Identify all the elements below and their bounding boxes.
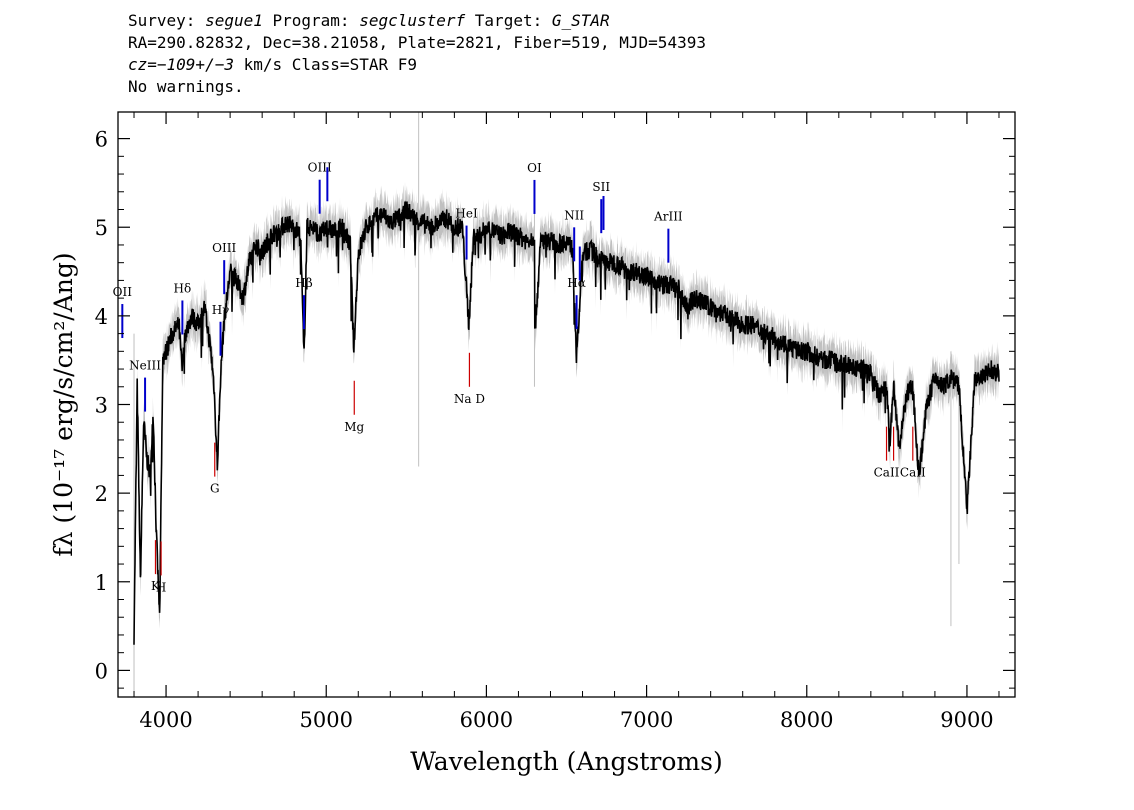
line-marker-label: Hδ (174, 281, 192, 295)
line-marker-label: Hγ (212, 303, 230, 317)
y-axis-title: fλ (10⁻¹⁷ erg/s/cm²/Ang) (49, 252, 78, 556)
spectrum-line (133, 200, 1000, 645)
x-tick-label: 4000 (139, 708, 192, 732)
line-marker-label: K (151, 579, 161, 593)
line-marker-label: SII (592, 180, 610, 194)
x-axis-title: Wavelength (Angstroms) (410, 747, 722, 776)
program-label: Program: (262, 11, 360, 30)
line-marker-label: ArIII (653, 210, 683, 224)
y-tick-label: 3 (95, 394, 108, 418)
line-markers: OII NeIII Hδ Hγ OIII Hβ OIII HeI OI NII Hα SII ArIII… (113, 161, 926, 595)
x-tick-label: 9000 (940, 708, 993, 732)
header-line-redshift: cz=−109+/−3 km/s Class=STAR F9 (128, 54, 706, 76)
line-marker-label: CaII (900, 466, 926, 480)
line-marker-label: Hβ (295, 276, 312, 290)
line-marker-label: H (156, 580, 166, 594)
program-value: segclusterf (359, 11, 466, 30)
y-tick-label: 2 (95, 482, 108, 506)
x-tick-label: 5000 (300, 708, 353, 732)
y-tick-label: 0 (95, 659, 108, 683)
header-line-coordinates: RA=290.82832, Dec=38.21058, Plate=2821, … (128, 33, 706, 52)
header-line-warnings: No warnings. (128, 77, 244, 96)
line-marker-label: HeI (455, 207, 478, 221)
line-marker-label: NII (564, 208, 584, 222)
line-marker-label: OIII (212, 241, 236, 255)
y-tick-label: 5 (95, 216, 108, 240)
class-value: km/s Class=STAR F9 (233, 55, 417, 74)
line-marker-label: OIII (308, 161, 332, 175)
spectrum-header: Survey: segue1 Program: segclusterf Targ… (128, 10, 706, 98)
y-tick-label: 4 (95, 305, 108, 329)
y-tick-label: 1 (95, 571, 108, 595)
line-marker-label: OII (113, 285, 133, 299)
line-marker-label: Na D (454, 392, 485, 406)
target-label: Target: (465, 11, 552, 30)
line-marker-label: Hα (567, 276, 586, 290)
spectrum-series (133, 200, 1000, 645)
header-line-survey: Survey: segue1 Program: segclusterf Targ… (128, 10, 706, 32)
line-marker-label: CaII (874, 466, 900, 480)
line-marker-label: NeIII (129, 359, 161, 373)
line-marker-label: OI (527, 161, 542, 175)
error-band (133, 112, 999, 697)
x-tick-label: 8000 (780, 708, 833, 732)
x-tick-label: 7000 (620, 708, 673, 732)
survey-value: segue1 (205, 11, 263, 30)
line-marker-label: Mg (344, 420, 364, 434)
target-value: G_STAR (551, 11, 610, 30)
line-marker-label: G (210, 482, 220, 496)
y-tick-label: 6 (95, 128, 108, 152)
x-tick-label: 6000 (460, 708, 513, 732)
axis-tick-labels: 4000 5000 6000 7000 8000 9000 0 1 2 3 4 5 6 (95, 128, 994, 732)
axis-ticks (118, 112, 1015, 697)
survey-label: Survey: (128, 11, 206, 30)
redshift-value: cz=−109+/−3 (128, 55, 234, 74)
